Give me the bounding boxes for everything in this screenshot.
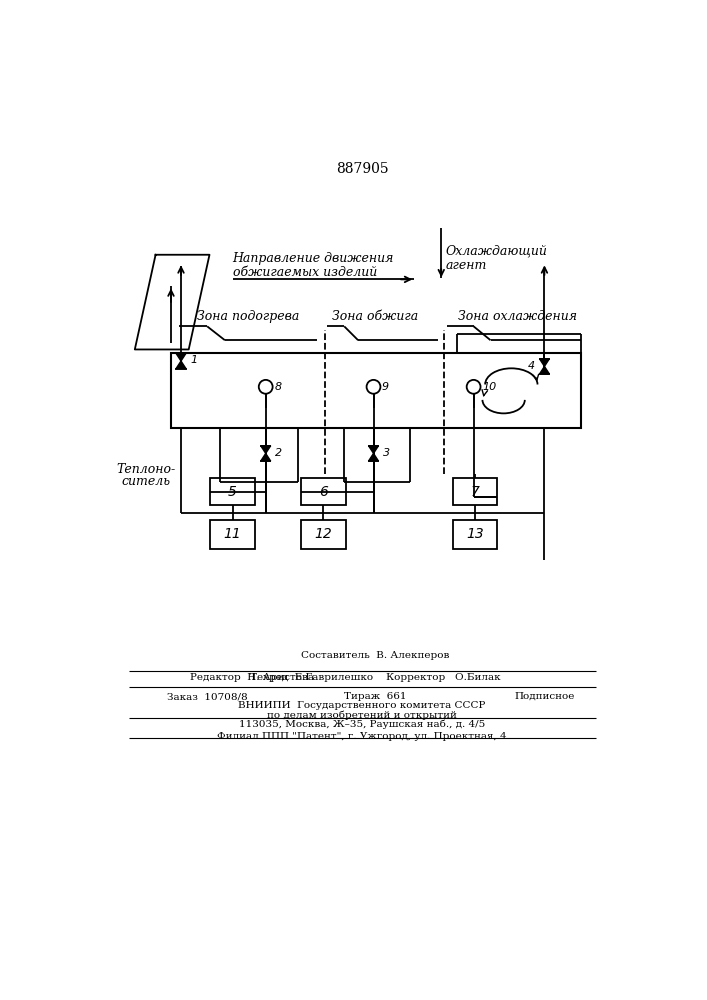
Text: Зона обжига: Зона обжига [332,310,418,323]
Text: 3: 3 [382,448,390,458]
Text: 7: 7 [471,485,479,499]
Polygon shape [261,446,271,453]
Text: агент: агент [446,259,487,272]
Text: Редактор  Н. Аристова: Редактор Н. Аристова [190,673,314,682]
Text: Направление движения: Направление движения [233,252,394,265]
Text: Подписное: Подписное [514,692,575,701]
Bar [210,478,255,505]
Text: 9: 9 [382,382,389,392]
Text: 2: 2 [275,448,282,458]
Text: Охлаждающий: Охлаждающий [446,245,548,258]
Polygon shape [176,361,186,369]
Polygon shape [368,446,378,453]
Bar [301,478,346,505]
Text: 887905: 887905 [336,162,388,176]
Text: 12: 12 [315,527,332,541]
Polygon shape [176,353,186,361]
Bar [171,353,581,428]
Text: обжигаемых изделий: обжигаемых изделий [233,266,377,279]
Text: Заказ  10708/8: Заказ 10708/8 [167,692,247,701]
Text: 13: 13 [467,527,484,541]
Polygon shape [261,453,271,461]
Text: ВНИИПИ  Государственного комитета СССР: ВНИИПИ Государственного комитета СССР [238,701,486,710]
Text: ситель: ситель [121,475,170,488]
Text: 8: 8 [274,382,281,392]
Text: по делам изобретений и открытий: по делам изобретений и открытий [267,711,457,720]
Text: Техред  Е.Гаврилешко    Корректор   О.Билак: Техред Е.Гаврилешко Корректор О.Билак [250,673,501,682]
Polygon shape [368,453,378,461]
Bar [210,520,255,549]
Bar [452,520,498,549]
Text: Зона охлаждения: Зона охлаждения [458,310,577,323]
Text: Составитель  В. Алекперов: Составитель В. Алекперов [301,651,449,660]
Text: 6: 6 [319,485,328,499]
Text: Теплоно-: Теплоно- [116,463,175,476]
Text: 10: 10 [482,382,496,392]
Text: 1: 1 [190,355,197,365]
Polygon shape [539,359,549,366]
Text: 5: 5 [228,485,237,499]
Text: Филиал ППП "Патент", г. Ужгород, ул. Проектная, 4: Филиал ППП "Патент", г. Ужгород, ул. Про… [217,732,507,741]
Text: Тираж  661: Тираж 661 [344,692,407,701]
Text: 11: 11 [223,527,242,541]
Bar [301,520,346,549]
Text: 113035, Москва, Ж–35, Раушская наб., д. 4/5: 113035, Москва, Ж–35, Раушская наб., д. … [239,720,485,729]
Text: 4: 4 [528,361,535,371]
Bar [452,478,498,505]
Text: Зона подогрева: Зона подогрева [197,310,299,323]
Polygon shape [539,366,549,374]
